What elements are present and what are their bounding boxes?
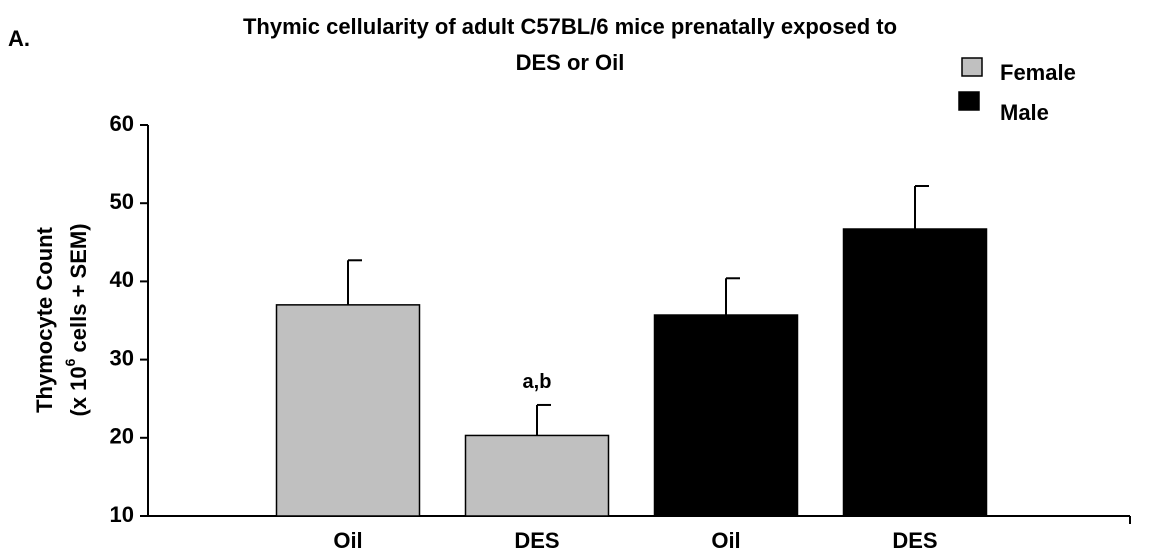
legend-label: Female	[1000, 60, 1076, 85]
x-tick-label: Oil	[711, 528, 740, 553]
chart-title: Thymic cellularity of adult C57BL/6 mice…	[243, 14, 897, 39]
y-tick-label: 50	[110, 189, 134, 214]
y-tick-label: 10	[110, 502, 134, 527]
panel-label: A.	[8, 26, 30, 51]
y-axis-label: (x 106 cells + SEM)	[62, 223, 91, 416]
legend-swatch	[961, 57, 983, 77]
x-tick-label: DES	[892, 528, 937, 553]
bar	[464, 434, 610, 517]
y-tick-label: 30	[110, 345, 134, 370]
legend-label: Male	[1000, 100, 1049, 125]
y-tick-label: 20	[110, 424, 134, 449]
y-axis-label-part: (x 10	[66, 366, 91, 416]
y-tick-label: 40	[110, 267, 134, 292]
y-axis-label-part: cells + SEM)	[66, 223, 91, 358]
y-tick-label: 60	[110, 111, 134, 136]
annotation: a,b	[523, 371, 552, 393]
legend-swatch	[958, 91, 980, 111]
bar	[842, 228, 988, 517]
y-axis-label: Thymocyte Count	[32, 226, 57, 412]
y-axis-label-sup: 6	[62, 358, 78, 366]
x-tick-label: Oil	[333, 528, 362, 553]
chart-title: DES or Oil	[516, 50, 625, 75]
bar	[275, 304, 421, 517]
x-tick-label: DES	[514, 528, 559, 553]
bar	[653, 314, 799, 517]
